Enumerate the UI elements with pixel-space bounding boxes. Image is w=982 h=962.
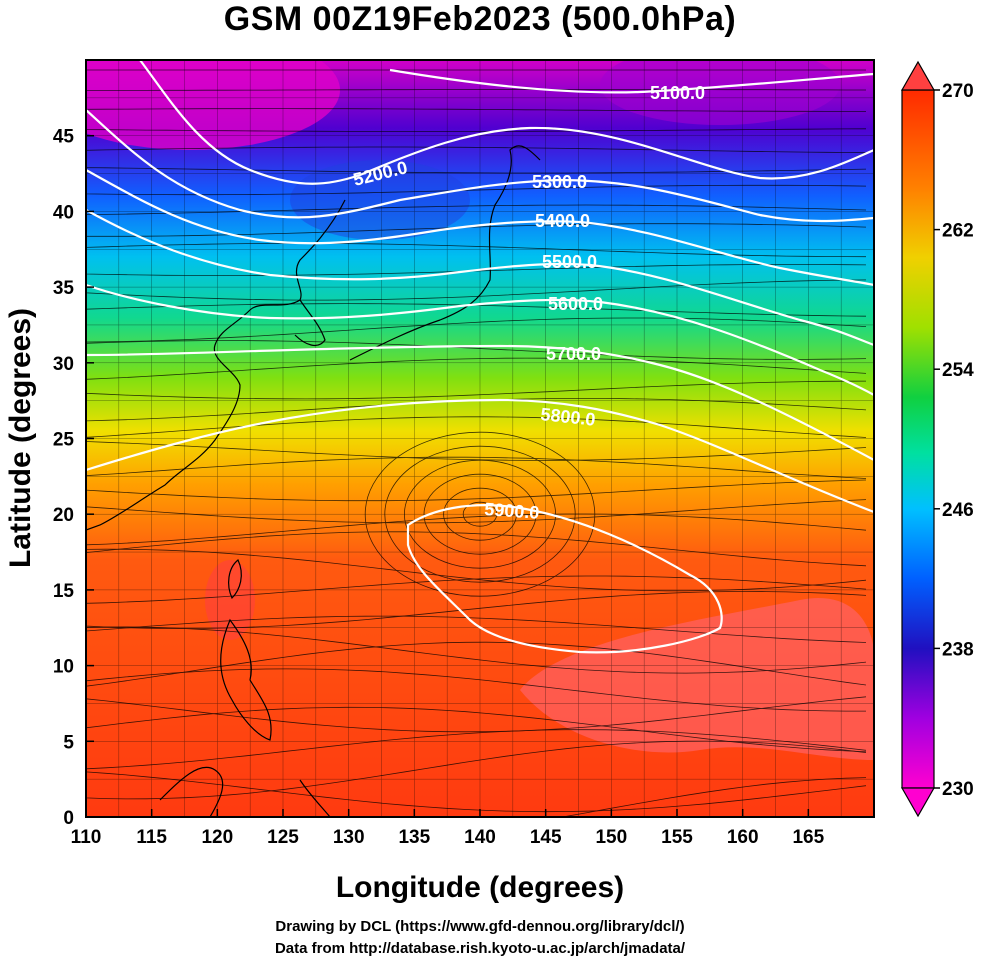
colorbar-tick-label: 262 <box>942 221 974 242</box>
grid-lines <box>86 60 874 817</box>
y-tick-label: 35 <box>53 278 75 299</box>
streamline <box>86 740 867 800</box>
x-tick-label: 160 <box>727 827 759 848</box>
contour-5200 <box>139 60 874 185</box>
contour-5300 <box>86 109 874 223</box>
streamline-swirl <box>384 445 576 583</box>
colorbar-bottom-arrow <box>900 787 936 818</box>
y-tick-label: 40 <box>53 202 74 223</box>
streamline-swirl <box>443 487 517 541</box>
streamline <box>86 591 867 629</box>
contour-5100 <box>389 68 874 94</box>
streamline <box>86 531 867 567</box>
x-tick-label: 155 <box>661 827 693 848</box>
streamline <box>86 513 867 546</box>
contour-5700 <box>86 344 874 461</box>
streamline <box>86 380 867 400</box>
colorbar-tick-label: 230 <box>942 779 974 800</box>
wind-streamlines <box>86 69 867 817</box>
y-tick-label: 15 <box>53 581 75 602</box>
colorbar: 270 262 254 246 238 230 <box>900 60 974 818</box>
contour-5900 <box>406 504 723 654</box>
x-tick-label: 130 <box>333 827 365 848</box>
colorbar-tick-label: 270 <box>942 81 974 102</box>
contour-5800 <box>86 398 874 514</box>
streamline <box>86 167 867 174</box>
x-tick-label: 125 <box>267 827 299 848</box>
y-tick-label: 0 <box>63 808 74 829</box>
streamline-swirl <box>423 473 537 555</box>
streamline <box>86 456 867 479</box>
streamline <box>86 479 867 502</box>
streamline <box>86 146 867 154</box>
y-tick-label: 30 <box>53 354 74 375</box>
contour-label-5700: 5700.0 <box>546 344 601 364</box>
colorbar-tick-label: 254 <box>942 360 974 381</box>
chart-title: GSM 00Z19Feb2023 (500.0hPa) <box>223 0 737 38</box>
contour-label-5400: 5400.0 <box>535 211 590 231</box>
colorbar-bar <box>901 89 935 789</box>
streamline <box>86 615 867 643</box>
contour-label-5900: 5900.0 <box>484 499 540 523</box>
y-tick-label: 20 <box>53 505 74 526</box>
streamline <box>86 416 867 438</box>
colorbar-tick-label: 246 <box>942 500 974 521</box>
contour-label-5300: 5300.0 <box>532 172 587 192</box>
x-tick-label: 110 <box>71 827 102 848</box>
contour-label-5100: 5100.0 <box>650 83 705 103</box>
colorbar-tick-label: 238 <box>942 639 974 660</box>
streamline <box>86 575 867 604</box>
streamline-swirl <box>462 501 498 527</box>
y-axis-ticks: 0 5 10 15 20 25 30 35 40 45 <box>53 127 94 829</box>
streamline-swirl <box>403 459 556 569</box>
streamline <box>86 626 867 674</box>
y-tick-label: 5 <box>63 732 74 753</box>
colorbar-top-arrow <box>900 60 936 91</box>
x-axis-ticks: 110 115 120 125 130 135 140 145 150 155 160 165 <box>71 809 825 848</box>
streamline <box>86 696 867 733</box>
x-tick-label: 140 <box>464 827 496 848</box>
x-axis-label: Longitude (degrees) <box>336 871 624 904</box>
streamline <box>86 279 867 301</box>
streamline <box>86 777 867 817</box>
y-axis-label: Latitude (degrees) <box>4 308 37 568</box>
y-tick-label: 45 <box>53 127 75 148</box>
contour-labels: 5100.0 5200.0 5300.0 5400.0 5500.0 5600.… <box>351 83 705 523</box>
streamline <box>86 340 867 360</box>
x-tick-label: 120 <box>201 827 233 848</box>
contour-5500 <box>86 209 874 347</box>
contour-5600 <box>86 283 874 396</box>
coastlines <box>86 145 541 817</box>
streamline <box>86 357 867 380</box>
y-tick-label: 25 <box>53 430 75 451</box>
contour-label-5500: 5500.0 <box>542 252 597 272</box>
streamline <box>86 771 867 813</box>
streamline <box>86 548 867 592</box>
streamline <box>86 317 867 343</box>
credit-dcl: Drawing by DCL (https://www.gfd-dennou.o… <box>275 918 685 935</box>
streamline <box>86 729 867 770</box>
x-tick-label: 165 <box>792 827 824 848</box>
x-tick-label: 115 <box>136 827 167 848</box>
x-tick-label: 150 <box>595 827 627 848</box>
y-tick-label: 10 <box>53 657 74 678</box>
contour-label-5600: 5600.0 <box>548 294 603 314</box>
streamline <box>86 499 867 524</box>
temperature-field <box>86 60 874 817</box>
x-tick-label: 145 <box>530 827 562 848</box>
streamline-swirl <box>364 431 596 597</box>
streamline <box>86 108 866 112</box>
streamline <box>86 641 867 687</box>
streamline <box>86 89 866 91</box>
streamline <box>86 128 867 132</box>
contour-5400 <box>86 169 874 287</box>
streamline <box>86 441 867 461</box>
height-contours <box>86 60 874 654</box>
credit-data-source: Data from http://database.rish.kyoto-u.a… <box>274 940 686 957</box>
streamline <box>86 204 867 216</box>
streamline <box>86 668 866 712</box>
x-tick-label: 135 <box>398 827 430 848</box>
